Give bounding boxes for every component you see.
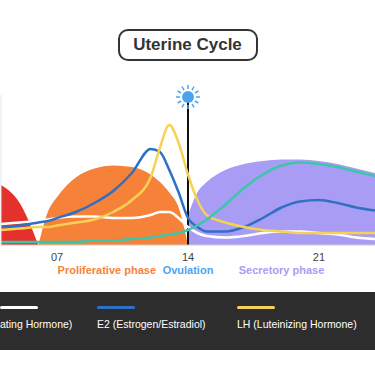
html-text:Ovulation: Ovulation — [162, 264, 214, 276]
html-text:Proliferative phase: Proliferative phase — [57, 264, 156, 276]
html-text:Secretory phase: Secretory phase — [238, 264, 325, 276]
svg-text:21: 21 — [313, 251, 325, 263]
html-text:ating Hormone): ating Hormone) — [0, 318, 73, 330]
html-text:Uterine Cycle: Uterine Cycle — [133, 35, 242, 54]
html-text:LH (Luteinizing Hormone): LH (Luteinizing Hormone) — [237, 318, 357, 330]
html-text:E2 (Estrogen/Estradiol): E2 (Estrogen/Estradiol) — [97, 318, 206, 330]
svg-text:14: 14 — [182, 251, 194, 263]
svg-text:07: 07 — [51, 251, 63, 263]
